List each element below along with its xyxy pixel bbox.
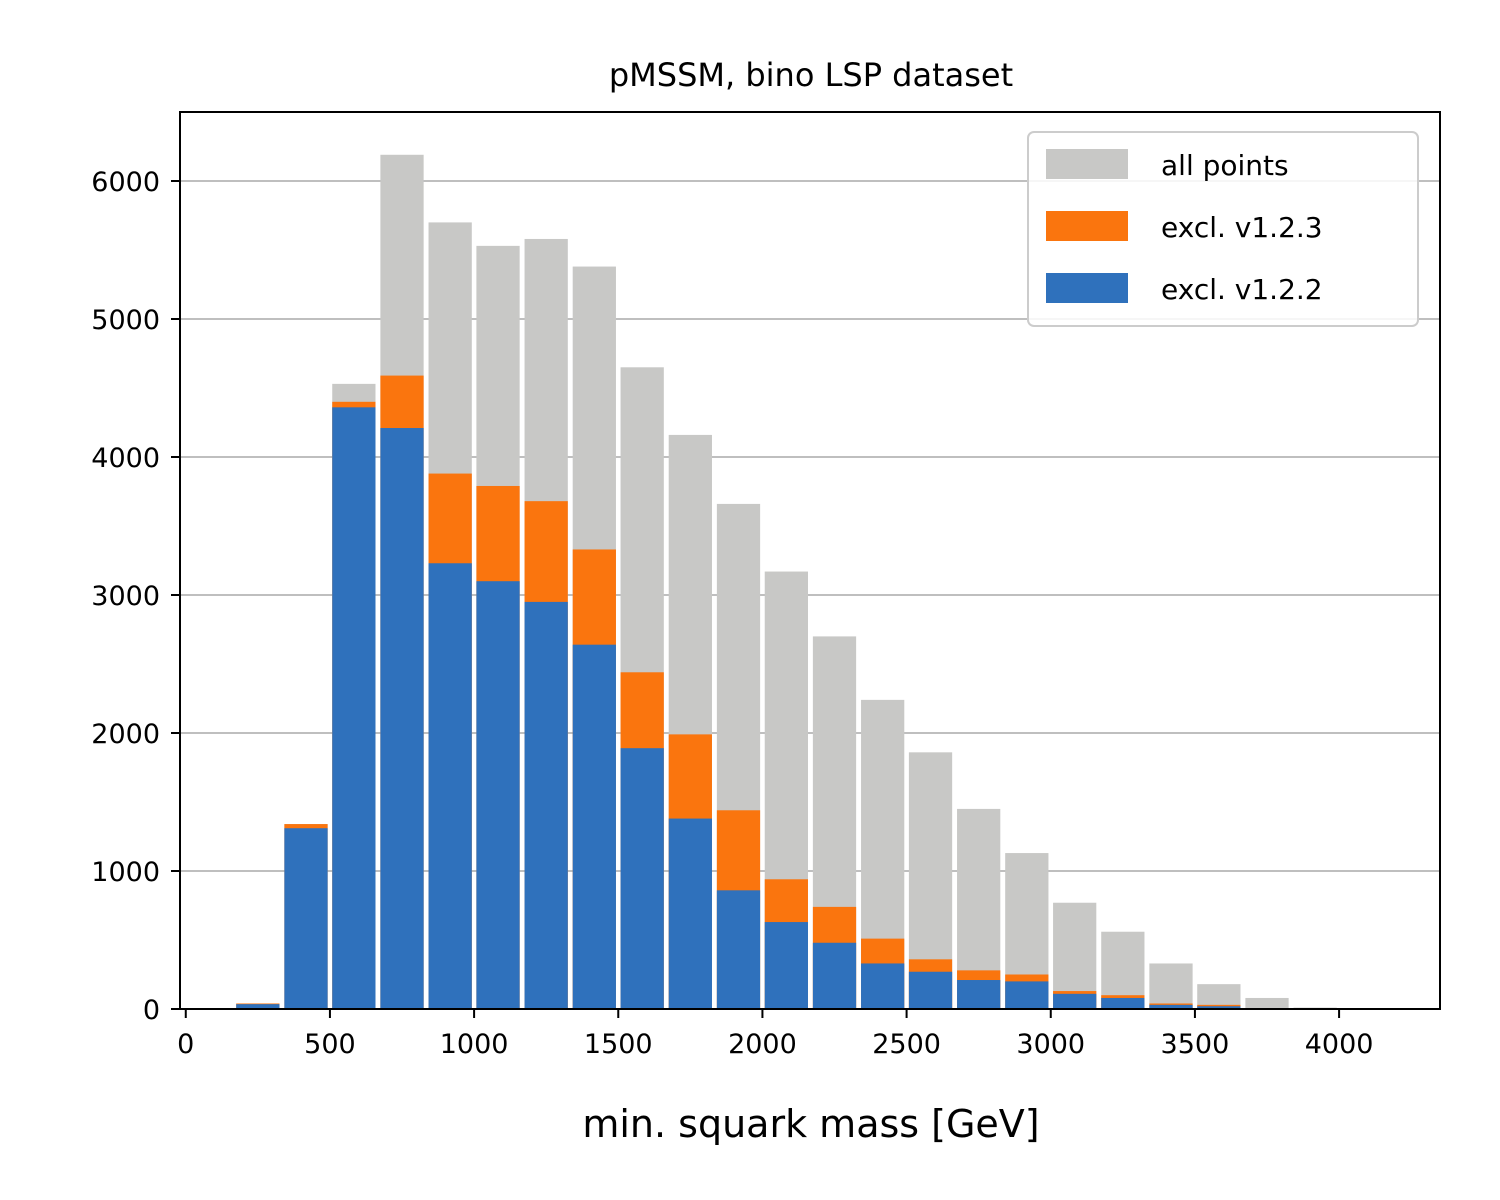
x-tick-label: 1000 (440, 1029, 509, 1060)
x-tick-label: 500 (304, 1029, 356, 1060)
y-tick-label: 5000 (91, 305, 160, 336)
bar-excl-v1-2-2 (332, 407, 376, 1009)
bar-excl-v1-2-2 (861, 963, 905, 1009)
bar-excl-v1-2-2 (1053, 993, 1097, 1009)
bar-all-points (1245, 997, 1289, 1009)
legend-label-excl-v1-2-3: excl. v1.2.3 (1161, 211, 1323, 244)
bar-excl-v1-2-2 (428, 563, 472, 1009)
y-tick-label: 2000 (91, 719, 160, 750)
x-tick-label: 1500 (584, 1029, 653, 1060)
x-tick-label: 2500 (872, 1029, 941, 1060)
x-tick-label: 0 (177, 1029, 194, 1060)
chart-title: pMSSM, bino LSP dataset (609, 56, 1013, 94)
bar-excl-v1-2-2 (380, 428, 424, 1009)
bar-excl-v1-2-2 (1005, 981, 1049, 1009)
legend-label-excl-v1-2-2: excl. v1.2.2 (1161, 273, 1323, 306)
bar-excl-v1-2-2 (764, 922, 808, 1009)
y-tick-label: 6000 (91, 167, 160, 198)
y-tick-label: 1000 (91, 857, 160, 888)
bar-excl-v1-2-2 (284, 828, 328, 1009)
bar-excl-v1-2-2 (716, 890, 761, 1009)
bar-all-points (1149, 963, 1193, 1009)
plot-frame (179, 111, 1441, 1010)
x-tick-label: 3500 (1161, 1029, 1230, 1060)
bar-excl-v1-2-2 (236, 1004, 280, 1009)
bar-excl-v1-2-2 (620, 748, 664, 1009)
legend-swatch-excl-v1-2-3 (1046, 211, 1128, 241)
bar-excl-v1-2-2 (812, 942, 857, 1009)
bar-excl-v1-2-2 (1149, 1004, 1193, 1009)
x-tick-label: 3000 (1016, 1029, 1085, 1060)
axis-ticks: 0 500 1000 1500 2000 2500 3000 3500 4000 0 1000 200… (91, 167, 1373, 1060)
bars (236, 154, 1385, 1010)
legend-swatch-excl-v1-2-2 (1046, 273, 1128, 303)
bar-excl-v1-2-2 (668, 818, 712, 1009)
bar-excl-v1-2-2 (908, 971, 953, 1009)
bar-excl-v1-2-2 (1101, 997, 1145, 1009)
legend-swatch-all-points (1046, 149, 1128, 179)
bar-excl-v1-2-2 (476, 581, 520, 1009)
bar-excl-v1-2-2 (1197, 1006, 1241, 1009)
x-tick-label: 2000 (728, 1029, 797, 1060)
bar-excl-v1-2-2 (957, 980, 1001, 1009)
x-tick-label: 4000 (1305, 1029, 1374, 1060)
legend-label-all-points: all points (1161, 149, 1289, 182)
y-tick-label: 0 (143, 995, 160, 1026)
y-tick-label: 3000 (91, 581, 160, 612)
x-axis-label: min. squark mass [GeV] (582, 1102, 1039, 1146)
bar-excl-v1-2-2 (524, 601, 568, 1009)
bar-excl-v1-2-2 (572, 644, 616, 1009)
y-tick-label: 4000 (91, 443, 160, 474)
legend: all points excl. v1.2.3 excl. v1.2.2 (1027, 131, 1419, 327)
